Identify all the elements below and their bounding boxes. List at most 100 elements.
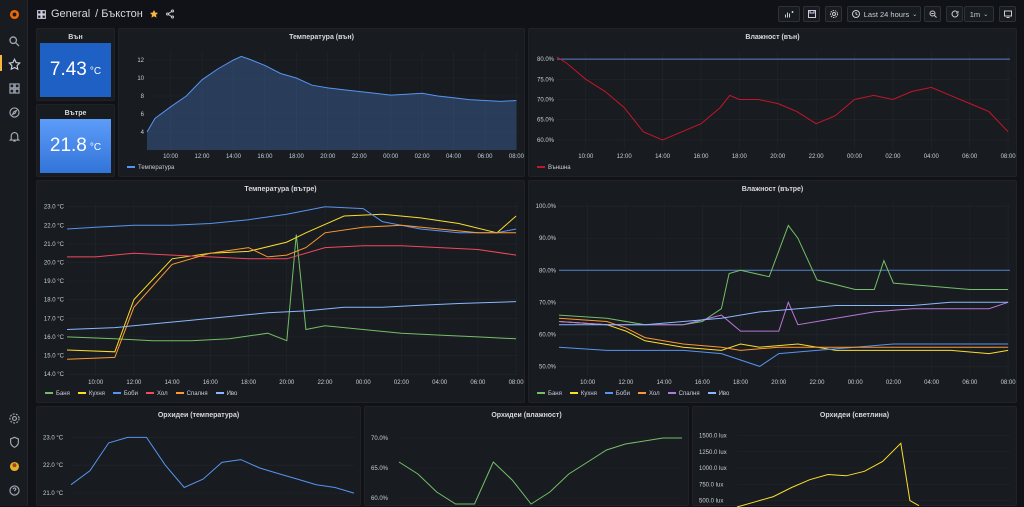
legend-item[interactable]: Баня	[45, 391, 70, 397]
series-line	[558, 343, 1009, 367]
y-tick-label: 12	[137, 58, 144, 64]
legend-item[interactable]: Спалня	[667, 391, 700, 397]
legend-label: Боби	[123, 391, 138, 397]
y-tick-label: 70.0%	[539, 300, 557, 306]
legend-swatch	[569, 392, 578, 395]
alerting-bell-icon[interactable]	[5, 127, 23, 145]
legend-item[interactable]: Кухня	[77, 391, 105, 397]
grafana-logo-icon[interactable]	[5, 5, 23, 23]
dashboards-grid-icon[interactable]	[36, 9, 47, 20]
panel-title: Вътре	[64, 110, 87, 117]
legend-item[interactable]: Боби	[112, 391, 138, 397]
clock-icon	[851, 10, 860, 18]
legend-swatch	[77, 392, 86, 395]
legend-item[interactable]: Боби	[604, 391, 630, 397]
series-line	[558, 300, 1009, 332]
refresh-button[interactable]	[946, 6, 963, 22]
legend-item[interactable]: Температура	[127, 165, 174, 171]
x-tick-label: 18:00	[241, 380, 257, 386]
zoom-out-button[interactable]	[924, 6, 941, 22]
y-tick-label: 8	[141, 94, 145, 100]
help-icon[interactable]	[5, 481, 23, 499]
share-icon[interactable]	[165, 9, 175, 19]
star-icon[interactable]	[5, 55, 23, 73]
x-tick-label: 20:00	[771, 380, 787, 386]
chart-canvas: 60.0% 65.0% 70.0% 75.0% 80.0% 10:00 12:00 14:00…	[537, 51, 1017, 160]
y-tick-label: 16.0 °C	[44, 335, 65, 341]
chart-canvas: 4 6 8 10 12 10:00 12:00 14:00 16:00 18:00 20:00 22:…	[137, 51, 525, 160]
legend-item[interactable]: Хол	[637, 391, 660, 397]
add-panel-button[interactable]	[778, 6, 800, 22]
y-tick-label: 75.0%	[537, 77, 555, 83]
x-tick-label: 16:00	[203, 380, 219, 386]
y-tick-label: 65.0%	[537, 118, 555, 124]
panel-title: Орхидеи (влажност)	[491, 412, 562, 419]
panel-orchids-temperature[interactable]: Орхидеи (температура) 21.0 °C 22.0 °C 23.0…	[36, 406, 361, 506]
stat-panel-inside[interactable]: Вътре 21.8 °C	[36, 104, 115, 177]
x-tick-label: 06:00	[962, 154, 978, 160]
legend-item[interactable]: Иво	[215, 391, 237, 397]
x-tick-label: 20:00	[770, 154, 786, 160]
x-tick-label: 02:00	[394, 380, 410, 386]
tv-mode-button[interactable]	[999, 6, 1016, 22]
stat-value: 21.8	[49, 135, 87, 156]
breadcrumb-folder[interactable]: General	[51, 8, 91, 20]
series-line	[66, 301, 517, 330]
y-tick-label: 23.0 °C	[44, 205, 65, 211]
explore-icon[interactable]	[5, 103, 23, 121]
time-range-picker[interactable]: Last 24 hours ⌄	[847, 6, 921, 22]
y-tick-label: 80.0%	[539, 268, 557, 274]
shield-icon[interactable]	[5, 433, 23, 451]
series-line	[558, 317, 1009, 351]
stat-panel-outside[interactable]: Вън 7.43 °C	[36, 28, 115, 101]
user-avatar[interactable]	[5, 457, 23, 475]
favorite-star-icon[interactable]	[149, 9, 159, 19]
legend: Температура	[127, 165, 174, 171]
panel-humidity-outside[interactable]: Влажност (вън) Външна 60.0% 65.0% 70.0% 75.…	[528, 28, 1017, 177]
legend-swatch	[145, 392, 154, 395]
y-tick-label: 60.0%	[371, 496, 389, 502]
legend-item[interactable]: Хол	[145, 391, 168, 397]
x-tick-label: 22:00	[352, 154, 368, 160]
legend-item[interactable]: Кухня	[569, 391, 597, 397]
stat-unit: °C	[89, 66, 102, 77]
x-tick-label: 00:00	[847, 154, 863, 160]
stat-unit: °C	[89, 142, 102, 153]
stat-value: 7.43	[49, 59, 87, 80]
chart-canvas: 14.0 °C 15.0 °C 16.0 °C 17.0 °C 18.0 °C 19.0 …	[44, 203, 525, 386]
legend-item[interactable]: Външна	[537, 165, 571, 171]
x-tick-label: 08:00	[509, 380, 525, 386]
y-tick-label: 65.0%	[371, 466, 389, 472]
x-tick-label: 08:00	[1001, 154, 1017, 160]
x-tick-label: 04:00	[446, 154, 462, 160]
panel-humidity-inside[interactable]: Влажност (вътре) Баня Кухня Боби Хол Спалня И…	[528, 180, 1017, 403]
breadcrumb-dashboard[interactable]: Бъкстон	[101, 8, 143, 20]
legend-label: Баня	[56, 391, 70, 397]
dashboard-settings-button[interactable]	[825, 6, 842, 22]
x-tick-label: 12:00	[618, 380, 634, 386]
x-tick-label: 10:00	[88, 380, 104, 386]
dashboards-icon[interactable]	[5, 79, 23, 97]
search-icon[interactable]	[5, 32, 23, 50]
series-line	[558, 321, 1009, 355]
panel-temperature-outside[interactable]: Температура (вън) Температура 4 6 8 10 12 10:…	[118, 28, 525, 177]
x-tick-label: 14:00	[657, 380, 673, 386]
legend-swatch	[127, 166, 135, 169]
y-tick-label: 70.0%	[371, 436, 389, 442]
save-dashboard-button[interactable]	[803, 6, 820, 22]
y-tick-label: 1500.0 lux	[699, 434, 727, 440]
breadcrumb-separator: /	[95, 8, 99, 20]
legend-item[interactable]: Спалня	[175, 391, 208, 397]
panel-title: Влажност (вън)	[745, 34, 800, 41]
legend-item[interactable]: Иво	[707, 391, 729, 397]
refresh-interval-picker[interactable]: 1m ⌄	[964, 6, 994, 22]
panel-orchids-humidity[interactable]: Орхидеи (влажност) 60.0% 65.0% 70.0%	[364, 406, 689, 506]
panel-title: Орхидеи (светлина)	[819, 412, 890, 419]
series-line	[556, 56, 1009, 141]
x-tick-label: 18:00	[289, 154, 305, 160]
panel-orchids-light[interactable]: Орхидеи (светлина) 500.0 lux 750.0 lux 100…	[692, 406, 1017, 507]
settings-gear-icon[interactable]	[5, 409, 23, 427]
panel-temperature-inside[interactable]: Температура (вътре) Баня Кухня Боби Хол Спал…	[36, 180, 525, 403]
legend-item[interactable]: Баня	[537, 391, 562, 397]
y-tick-label: 1250.0 lux	[699, 450, 727, 456]
